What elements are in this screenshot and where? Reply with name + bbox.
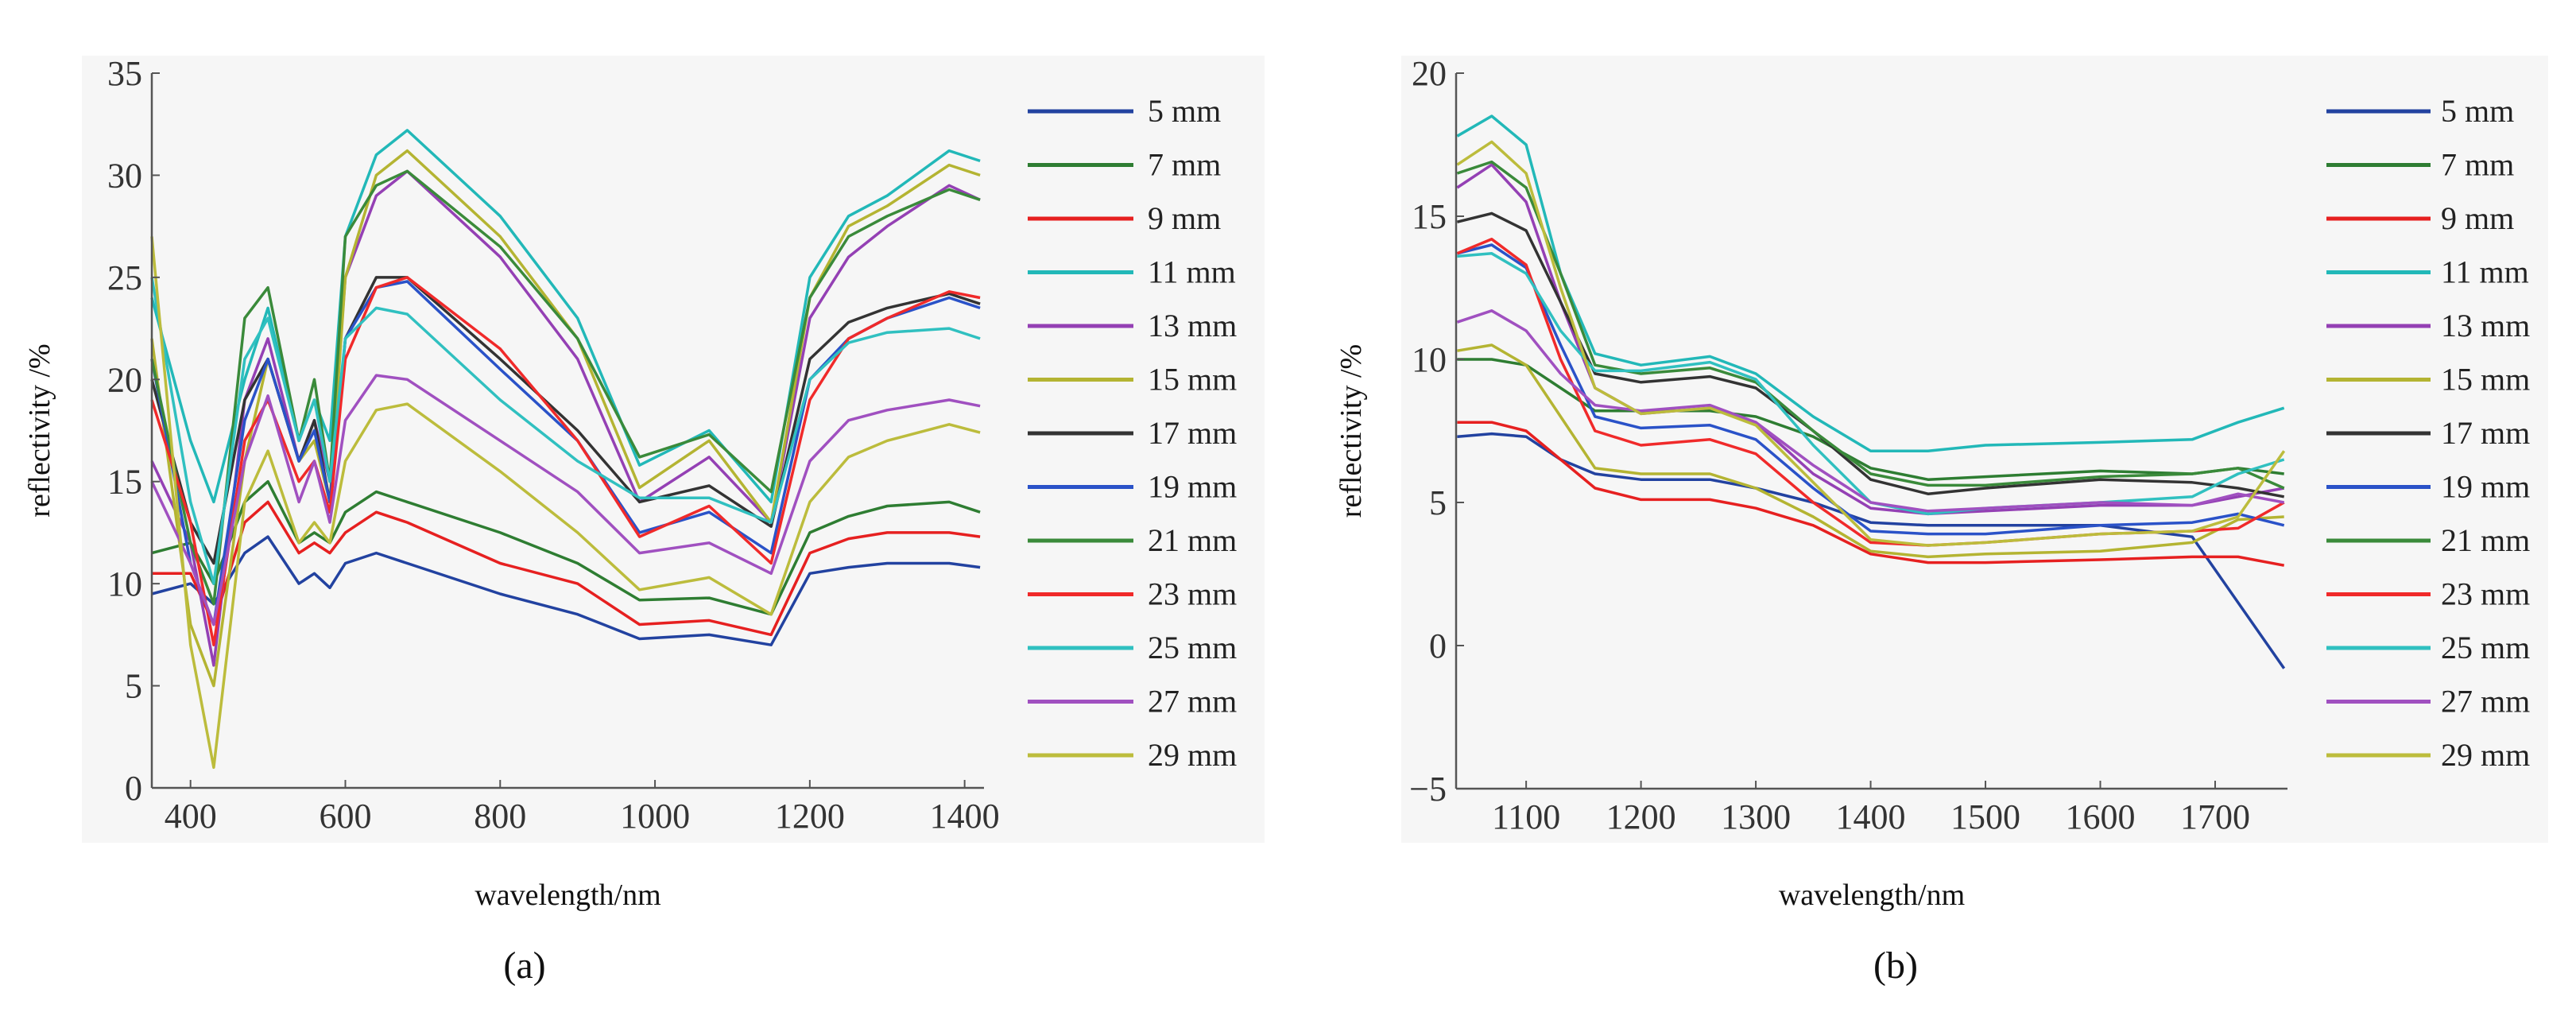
x-tick-label: 1500 — [1950, 797, 2020, 836]
y-tick-label: 25 — [107, 258, 142, 297]
series-line-21mm — [150, 169, 981, 606]
legend-label: 7 mm — [2441, 147, 2514, 183]
x-axis-title: wavelength/nm — [475, 879, 660, 912]
y-tick-label: 5 — [1429, 483, 1447, 522]
legend-label: 23 mm — [2441, 576, 2530, 612]
series-line-13mm — [1456, 163, 2285, 516]
x-tick-label: 1400 — [930, 797, 1000, 836]
legend-label: 5 mm — [1148, 93, 1221, 129]
x-tick-label: 1400 — [1836, 797, 1906, 836]
legend-label: 29 mm — [2441, 737, 2530, 773]
legend-label: 25 mm — [2441, 630, 2530, 665]
legend-label: 27 mm — [2441, 684, 2530, 720]
x-tick-label: 1700 — [2180, 797, 2250, 836]
x-axis-title: wavelength/nm — [1779, 879, 1965, 912]
y-axis-title: reflectivity /% — [1334, 344, 1368, 518]
y-tick-label: 15 — [107, 463, 142, 502]
plot-background — [1401, 56, 2548, 843]
y-tick-label: 10 — [107, 564, 142, 603]
series-line-5mm — [151, 535, 981, 646]
legend-label: 21 mm — [2441, 522, 2530, 558]
x-tick-label: 1000 — [620, 797, 690, 836]
series-line-27mm — [150, 374, 981, 626]
legend-label: 11 mm — [1148, 254, 1236, 290]
y-tick-label: 5 — [125, 667, 142, 706]
legend-label: 17 mm — [2441, 415, 2530, 451]
series-line-29mm — [150, 236, 981, 770]
y-tick-label: 15 — [1412, 197, 1447, 236]
series-line-7mm — [1457, 358, 2284, 481]
series-line-19mm — [150, 280, 981, 626]
y-tick-label: 0 — [1429, 626, 1447, 665]
legend-label: 19 mm — [1148, 469, 1237, 505]
legend-label: 13 mm — [2441, 308, 2530, 343]
legend-label: 25 mm — [1148, 630, 1237, 665]
x-tick-label: 1300 — [1721, 797, 1791, 836]
legend-label: 5 mm — [2441, 93, 2514, 129]
series-line-9mm — [1457, 421, 2285, 567]
legend-label: 17 mm — [1148, 415, 1237, 451]
x-tick-label: 400 — [165, 797, 217, 836]
series-line-17mm — [1456, 211, 2285, 498]
series-line-15mm — [1457, 343, 2284, 559]
x-tick-label: 800 — [474, 797, 526, 836]
y-tick-label: −5 — [1409, 770, 1447, 809]
series-line-29mm — [1456, 140, 2286, 547]
y-axis-title: reflectivity /% — [23, 343, 56, 517]
series-line-5mm — [1457, 432, 2286, 669]
panel-caption: (a) — [503, 944, 545, 987]
series-line-25mm — [1457, 252, 2285, 516]
legend-label: 9 mm — [2441, 200, 2514, 236]
chart-a: 5 mm 7 mm 9 mm 11 mm 13 mm 15 mm 17 mm 19 mm 21 … — [23, 54, 1265, 987]
legend-label: 21 mm — [1148, 522, 1237, 558]
series-line-11mm — [150, 129, 981, 504]
x-tick-label: 1200 — [1606, 797, 1676, 836]
legend-label: 15 mm — [2441, 362, 2530, 398]
y-tick-label: 20 — [1412, 54, 1447, 93]
y-tick-label: 0 — [125, 769, 142, 808]
panel-caption: (b) — [1873, 944, 1918, 987]
x-tick-label: 1200 — [775, 797, 845, 836]
chart-b: 5 mm 7 mm 9 mm 11 mm 13 mm 15 mm 17 mm 19 mm 21 … — [1334, 54, 2548, 987]
series-line-9mm — [152, 500, 981, 637]
legend-label: 29 mm — [1148, 737, 1237, 773]
series-line-23mm — [150, 276, 981, 646]
legend-label: 15 mm — [1148, 362, 1237, 398]
y-tick-label: 10 — [1412, 340, 1447, 379]
series-line-7mm — [151, 479, 981, 616]
x-tick-label: 600 — [319, 797, 371, 836]
legend-label: 13 mm — [1148, 308, 1237, 343]
legend-label: 19 mm — [2441, 469, 2530, 505]
x-tick-label: 1600 — [2066, 797, 2136, 836]
y-tick-label: 30 — [107, 156, 142, 195]
x-tick-label: 1100 — [1492, 797, 1560, 836]
legend-label: 9 mm — [1148, 200, 1221, 236]
legend-label: 23 mm — [1148, 576, 1237, 612]
legend-label: 7 mm — [1148, 147, 1221, 183]
legend-label: 27 mm — [1148, 684, 1237, 720]
legend-label: 11 mm — [2441, 254, 2529, 290]
series-line-27mm — [1456, 309, 2285, 513]
series-line-11mm — [1456, 114, 2285, 452]
series-line-25mm — [150, 277, 981, 585]
series-line-19mm — [1456, 243, 2285, 536]
y-tick-label: 35 — [107, 54, 142, 93]
y-tick-label: 20 — [107, 360, 142, 399]
